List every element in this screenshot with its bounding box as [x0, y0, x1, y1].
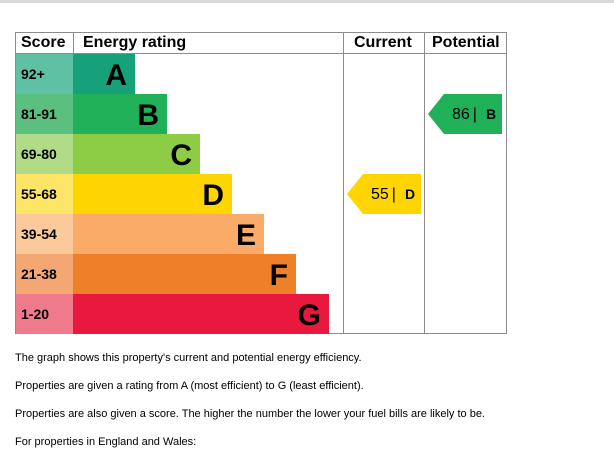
- current-header: Current: [354, 34, 412, 51]
- rating-bar-e: E: [73, 214, 264, 254]
- score-range-g: 1-20: [16, 294, 73, 334]
- rating-bar-f: F: [73, 254, 296, 294]
- score-range-c: 69-80: [16, 134, 73, 174]
- top-divider: [0, 0, 614, 3]
- current-rating-marker-score: 55: [371, 186, 389, 203]
- score-range-a: 92+: [16, 54, 73, 94]
- score-range-d: 55-68: [16, 174, 73, 214]
- potential-column-divider: [424, 32, 425, 334]
- potential-rating-marker-score: 86: [452, 106, 470, 123]
- note-region: For properties in England and Wales:: [15, 436, 197, 448]
- potential-rating-marker-letter: B: [485, 106, 497, 122]
- current-rating-marker-letter: D: [404, 186, 416, 202]
- rating-bar-a: A: [73, 54, 135, 94]
- score-range-f: 21-38: [16, 254, 73, 294]
- score-range-b: 81-91: [16, 94, 73, 134]
- rating-bar-c: C: [73, 134, 200, 174]
- current-rating-marker-separator: |: [391, 186, 396, 203]
- score-range-e: 39-54: [16, 214, 73, 254]
- rating-bar-d: D: [73, 174, 232, 214]
- note-score-meaning: Properties are also given a score. The h…: [15, 408, 485, 420]
- potential-header: Potential: [432, 34, 500, 51]
- potential-rating-marker-separator: |: [472, 106, 477, 123]
- note-rating-scale: Properties are given a rating from A (mo…: [15, 380, 364, 392]
- potential-rating-marker: 86 | B: [428, 94, 502, 134]
- energy-rating-chart: Score Energy rating Current Potential 92…: [15, 32, 507, 334]
- score-header: Score: [21, 34, 66, 51]
- note-graph-description: The graph shows this property's current …: [15, 352, 362, 364]
- energy-rating-header: Energy rating: [83, 34, 187, 51]
- rating-bar-b: B: [73, 94, 167, 134]
- current-rating-marker: 55 | D: [347, 174, 421, 214]
- score-column-divider: [73, 32, 74, 53]
- current-column-divider: [343, 32, 344, 334]
- header-divider: [15, 53, 507, 54]
- rating-bar-g: G: [73, 294, 329, 334]
